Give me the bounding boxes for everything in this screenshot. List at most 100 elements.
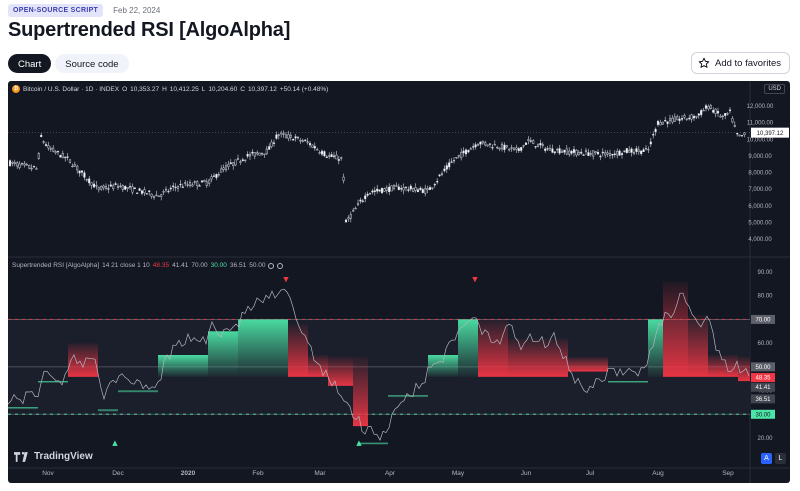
candle xyxy=(486,144,489,147)
supertrend-bear-fill xyxy=(478,319,508,377)
eye-icon[interactable] xyxy=(268,262,275,269)
chart-panel[interactable]: 12,000.00 11,000.00 10,000.00 9,000.00 8,000… xyxy=(8,81,790,483)
candle xyxy=(83,172,86,178)
candle xyxy=(587,152,590,156)
candle xyxy=(200,180,204,183)
candle xyxy=(40,134,43,137)
rsi-value-tag-label: 30.00 xyxy=(755,412,771,418)
candle xyxy=(224,165,228,171)
candle xyxy=(37,153,40,159)
rsi-axis-label: 90.00 xyxy=(757,270,773,276)
page-title: Supertrended RSI [AlgoAlpha] xyxy=(8,19,291,41)
candle xyxy=(611,153,614,156)
candle xyxy=(392,185,396,189)
candle xyxy=(390,185,393,192)
candle xyxy=(85,179,88,181)
candle xyxy=(421,189,424,193)
candle xyxy=(318,152,321,154)
candle xyxy=(671,117,674,123)
candle xyxy=(488,143,492,145)
candle xyxy=(527,139,530,141)
indicator-value-3: 70.00 xyxy=(191,262,208,269)
candle xyxy=(409,185,412,190)
candle xyxy=(64,156,67,159)
candle xyxy=(196,181,199,187)
rsi-value-tag-label: 50.00 xyxy=(755,365,771,371)
candle xyxy=(577,152,580,156)
candle xyxy=(366,193,369,196)
supertrend-bear-fill xyxy=(288,324,308,377)
candle xyxy=(126,187,129,189)
time-axis-label: 2020 xyxy=(181,470,196,477)
supertrend-bear-fill xyxy=(308,355,328,377)
candle xyxy=(385,187,388,191)
tab-chart[interactable]: Chart xyxy=(8,54,52,73)
supertrend-bear-fill xyxy=(738,356,750,382)
candle xyxy=(529,140,532,142)
candle xyxy=(241,159,244,161)
candle xyxy=(707,106,710,110)
candle xyxy=(508,148,511,151)
candle xyxy=(277,134,280,136)
candle xyxy=(402,187,405,191)
time-axis-label: Sep xyxy=(722,470,734,477)
candle xyxy=(97,187,100,190)
candle xyxy=(724,113,727,116)
candle xyxy=(452,159,456,162)
candle xyxy=(565,148,568,155)
candle xyxy=(181,186,184,188)
candle xyxy=(592,150,595,157)
settings-icon[interactable] xyxy=(277,262,284,269)
candle xyxy=(428,187,432,190)
candle xyxy=(644,147,648,150)
candle xyxy=(179,183,182,186)
candle xyxy=(472,146,475,148)
candle xyxy=(330,154,333,157)
candle xyxy=(412,187,415,192)
candle xyxy=(282,133,285,135)
candle xyxy=(563,149,566,153)
indicator-legend: Supertrended RSI [AlgoAlpha] 14 21 close… xyxy=(12,262,284,269)
currency-button[interactable]: USD xyxy=(764,84,785,94)
supertrend-bull-fill xyxy=(38,381,68,384)
candle xyxy=(539,143,542,146)
chart-canvas[interactable]: 12,000.00 11,000.00 10,000.00 9,000.00 8,000… xyxy=(8,81,790,483)
price-axis-label: 12,000.00 xyxy=(747,104,774,110)
candle xyxy=(445,165,448,170)
supertrend-bull-fill xyxy=(118,390,158,393)
candle xyxy=(664,120,667,122)
price-axis-label: 9,000.00 xyxy=(748,154,772,160)
tab-source-code[interactable]: Source code xyxy=(55,54,129,73)
candle xyxy=(61,153,64,159)
supertrend-bull-fill xyxy=(458,319,478,377)
candle xyxy=(414,187,417,191)
supertrend-bear-fill xyxy=(708,355,738,377)
open-source-badge: OPEN-SOURCE SCRIPT xyxy=(8,3,104,17)
auto-scale-button[interactable]: A xyxy=(761,453,772,464)
candle xyxy=(169,187,172,190)
candle xyxy=(683,115,686,118)
candle xyxy=(666,121,669,124)
candle xyxy=(13,162,16,165)
candle xyxy=(133,187,136,189)
candle xyxy=(246,154,249,157)
candle xyxy=(287,134,290,139)
log-scale-button[interactable]: L xyxy=(775,453,786,464)
supertrend-bear-fill xyxy=(68,343,98,377)
candle xyxy=(292,138,295,141)
candle xyxy=(460,152,463,158)
time-axis-label: May xyxy=(452,470,465,477)
indicator-value-5: 36.51 xyxy=(229,262,247,269)
candle xyxy=(18,163,21,168)
candle xyxy=(647,148,650,151)
candle xyxy=(217,174,220,176)
candle xyxy=(582,154,585,156)
supertrend-bear-fill xyxy=(328,356,353,386)
candle xyxy=(503,144,506,150)
candle xyxy=(308,143,312,146)
candle xyxy=(56,150,60,153)
add-to-favorites-button[interactable]: Add to favorites xyxy=(690,52,790,74)
candle xyxy=(71,165,74,168)
candle xyxy=(738,134,741,137)
candle xyxy=(30,167,33,170)
